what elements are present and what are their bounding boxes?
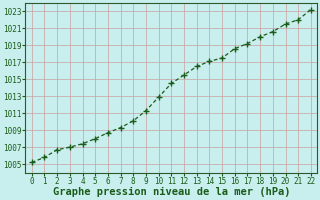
X-axis label: Graphe pression niveau de la mer (hPa): Graphe pression niveau de la mer (hPa) [52, 187, 290, 197]
